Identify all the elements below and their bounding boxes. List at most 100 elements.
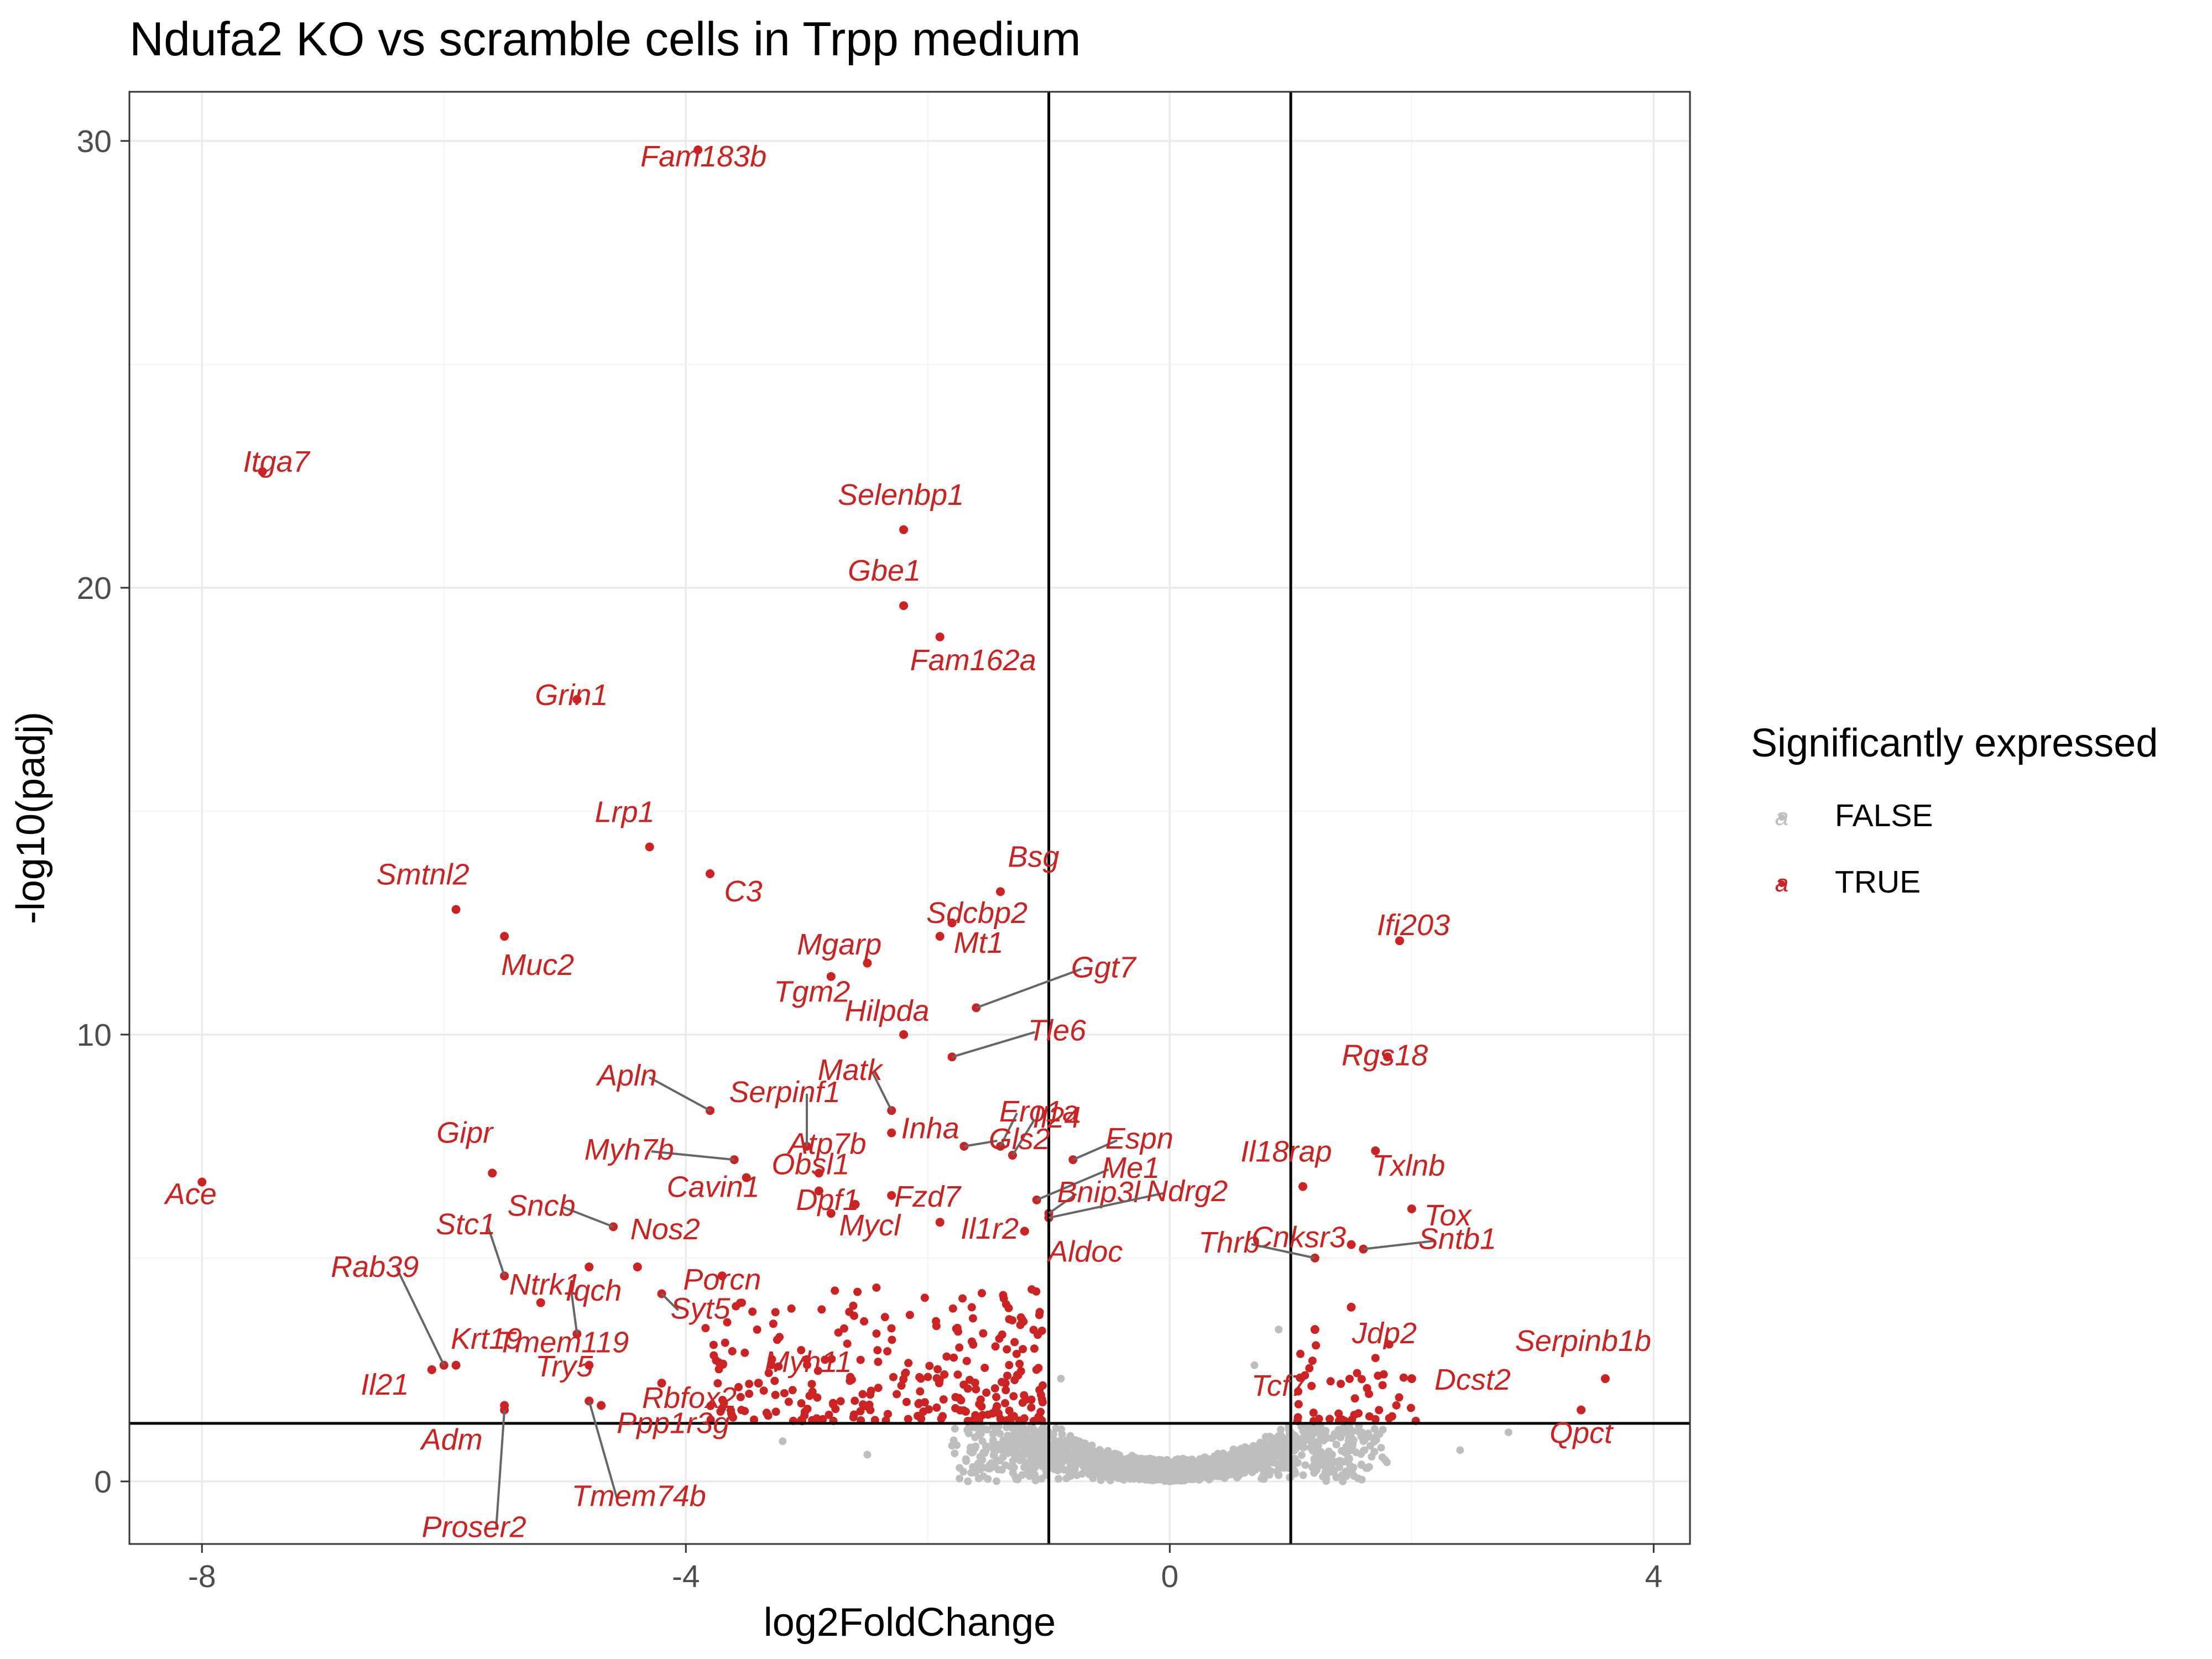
gene-label: Myh11 bbox=[765, 1345, 852, 1379]
gene-label: Serpinb1b bbox=[1515, 1324, 1651, 1358]
nonsignificant-point bbox=[1238, 1464, 1246, 1472]
nonsignificant-point bbox=[1370, 1448, 1379, 1456]
nonsignificant-point bbox=[1052, 1424, 1060, 1432]
significant-point bbox=[904, 1359, 913, 1368]
gene-label: Obsl1 bbox=[771, 1148, 849, 1181]
nonsignificant-point bbox=[1023, 1426, 1031, 1434]
significant-point bbox=[961, 1407, 970, 1416]
nonsignificant-point bbox=[1257, 1440, 1265, 1448]
nonsignificant-point bbox=[972, 1442, 980, 1451]
labelled-gene-point bbox=[1407, 1374, 1416, 1384]
gene-label: Atp7b bbox=[786, 1127, 866, 1160]
nonsignificant-point bbox=[1275, 1471, 1283, 1479]
nonsignificant-point bbox=[1009, 1457, 1017, 1465]
labelled-gene-point bbox=[1395, 936, 1404, 946]
nonsignificant-point bbox=[1223, 1461, 1231, 1469]
significant-point bbox=[788, 1386, 797, 1395]
significant-point bbox=[828, 1399, 837, 1407]
nonsignificant-point bbox=[1162, 1467, 1170, 1475]
significant-point bbox=[749, 1415, 758, 1424]
significant-point bbox=[1018, 1399, 1027, 1407]
nonsignificant-point bbox=[1175, 1455, 1183, 1464]
nonsignificant-point bbox=[1370, 1425, 1379, 1433]
nonsignificant-point bbox=[1008, 1423, 1016, 1432]
significant-point bbox=[866, 1390, 875, 1399]
significant-point bbox=[1309, 1408, 1318, 1417]
nonsignificant-point bbox=[1349, 1427, 1357, 1436]
y-tick-label: 10 bbox=[77, 1018, 112, 1053]
labelled-gene-point bbox=[693, 145, 703, 155]
nonsignificant-point bbox=[1214, 1470, 1222, 1479]
nonsignificant-point bbox=[1319, 1473, 1327, 1481]
significant-point bbox=[740, 1348, 749, 1357]
labelled-gene-point bbox=[899, 1030, 909, 1039]
significant-point bbox=[1375, 1406, 1384, 1415]
significant-point bbox=[1027, 1285, 1036, 1294]
nonsignificant-point bbox=[1372, 1436, 1380, 1444]
nonsignificant-point bbox=[1027, 1434, 1036, 1442]
gene-label: Rgs18 bbox=[1342, 1039, 1428, 1072]
gene-label: Jdp2 bbox=[1352, 1317, 1417, 1350]
nonsignificant-point bbox=[1009, 1469, 1017, 1477]
significant-point bbox=[753, 1325, 761, 1334]
nonsignificant-point bbox=[1456, 1446, 1464, 1454]
labelled-gene-point bbox=[947, 918, 957, 927]
significant-point bbox=[853, 1287, 862, 1296]
significant-point bbox=[740, 1407, 749, 1416]
nonsignificant-point bbox=[1004, 1437, 1013, 1445]
panel-background bbox=[129, 92, 1690, 1544]
significant-point bbox=[748, 1307, 757, 1316]
significant-point bbox=[735, 1298, 744, 1307]
nonsignificant-point bbox=[976, 1465, 984, 1474]
y-tick-label: 0 bbox=[94, 1464, 112, 1500]
nonsignificant-point bbox=[1118, 1458, 1126, 1466]
labelled-gene-point bbox=[935, 1218, 945, 1227]
significant-point bbox=[925, 1361, 934, 1370]
labelled-gene-point bbox=[633, 1262, 642, 1272]
nonsignificant-point bbox=[1332, 1473, 1340, 1481]
labelled-gene-point bbox=[585, 1360, 594, 1370]
significant-point bbox=[723, 1318, 732, 1327]
nonsignificant-point bbox=[1088, 1441, 1096, 1449]
significant-point bbox=[952, 1324, 961, 1333]
significant-point bbox=[933, 1365, 942, 1374]
significant-point bbox=[856, 1355, 865, 1364]
gene-label: Krt19 bbox=[451, 1322, 522, 1355]
significant-point bbox=[972, 1385, 980, 1394]
labelled-gene-point bbox=[935, 932, 945, 941]
significant-point bbox=[914, 1400, 923, 1408]
nonsignificant-point bbox=[969, 1463, 977, 1471]
significant-point bbox=[827, 1354, 836, 1363]
labelled-gene-point bbox=[258, 467, 267, 476]
labelled-gene-point bbox=[935, 632, 945, 641]
gene-label: Il24 bbox=[1032, 1101, 1081, 1134]
gene-label-leader bbox=[563, 1206, 614, 1228]
nonsignificant-point bbox=[1275, 1444, 1284, 1453]
nonsignificant-point bbox=[1145, 1469, 1153, 1478]
significant-point bbox=[982, 1388, 991, 1397]
gene-label: Adm bbox=[420, 1423, 483, 1457]
nonsignificant-point bbox=[1199, 1454, 1208, 1462]
nonsignificant-point bbox=[1025, 1468, 1034, 1476]
nonsignificant-point bbox=[1328, 1458, 1336, 1467]
nonsignificant-point bbox=[1359, 1437, 1368, 1446]
significant-point bbox=[845, 1307, 854, 1316]
significant-point bbox=[759, 1386, 768, 1395]
nonsignificant-point bbox=[1220, 1474, 1229, 1482]
nonsignificant-point bbox=[1238, 1456, 1246, 1464]
nonsignificant-point bbox=[1066, 1462, 1074, 1470]
significant-point bbox=[812, 1414, 821, 1423]
nonsignificant-point bbox=[1284, 1452, 1292, 1460]
nonsignificant-point bbox=[1196, 1468, 1204, 1476]
nonsignificant-point bbox=[984, 1464, 993, 1473]
significant-point bbox=[893, 1390, 901, 1399]
nonsignificant-point bbox=[1346, 1462, 1354, 1470]
significant-point bbox=[1009, 1412, 1018, 1421]
significant-point bbox=[1301, 1371, 1310, 1380]
nonsignificant-point bbox=[1299, 1439, 1307, 1448]
nonsignificant-point bbox=[948, 1442, 956, 1450]
legend-label-true: TRUE bbox=[1835, 864, 1921, 900]
nonsignificant-point bbox=[1358, 1475, 1366, 1484]
gene-label: Tcf7 bbox=[1251, 1369, 1308, 1402]
